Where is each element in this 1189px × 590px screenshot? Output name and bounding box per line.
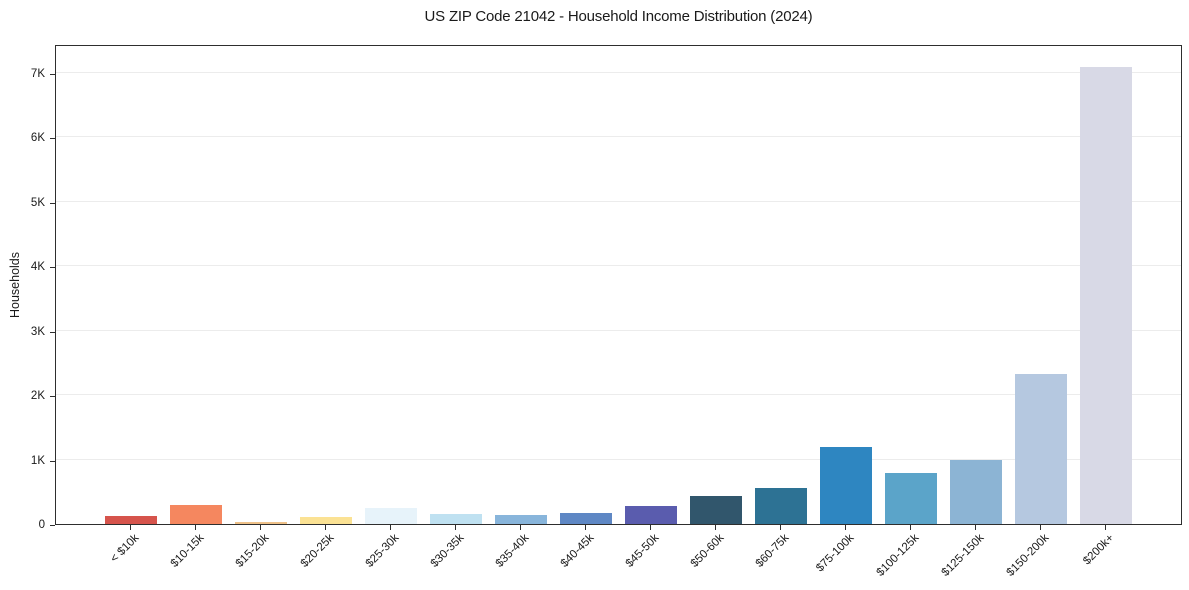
y-tick-label: 0 — [38, 519, 45, 531]
x-tick-mark — [1105, 525, 1106, 530]
x-tick-mark — [390, 525, 391, 530]
y-tick-label: 1K — [30, 454, 45, 467]
x-tick-mark — [260, 525, 261, 530]
x-tick-label: $10-15k — [168, 532, 207, 570]
x-tick-label: < $10k — [108, 532, 142, 566]
y-tick-mark — [50, 202, 55, 204]
y-tick-mark — [50, 138, 55, 140]
bar-75-100k — [820, 446, 872, 524]
x-tick-label: $40-45k — [558, 532, 597, 570]
plot-area — [55, 45, 1182, 525]
x-tick-label: $50-60k — [688, 532, 727, 570]
x-tick-label: $60-75k — [753, 532, 792, 570]
gridline — [56, 329, 1181, 331]
y-tick-mark — [50, 460, 55, 462]
y-tick-label: 5K — [30, 196, 45, 209]
x-tick-mark — [325, 525, 326, 530]
bar-40-45k — [560, 513, 612, 524]
chart-title: US ZIP Code 21042 - Household Income Dis… — [424, 8, 813, 25]
bar-35-40k — [495, 514, 547, 524]
x-tick-mark — [455, 525, 456, 530]
x-tick-mark — [195, 525, 196, 530]
bar-45-50k — [625, 506, 677, 524]
x-tick-mark — [845, 525, 846, 530]
x-tick-label: $125-150k — [939, 532, 987, 579]
gridline — [56, 72, 1181, 73]
gridline — [56, 394, 1181, 396]
gridline — [56, 265, 1181, 267]
x-tick-mark — [130, 525, 131, 530]
x-tick-label: $150-200k — [1004, 532, 1052, 579]
bar-20-25k — [300, 516, 352, 524]
y-tick-mark — [50, 525, 55, 526]
y-tick-mark — [50, 331, 55, 333]
x-tick-label: $100-125k — [874, 532, 922, 579]
y-tick-label: 7K — [30, 67, 45, 80]
y-tick-label: 3K — [30, 325, 45, 338]
bar-10-15k — [170, 504, 222, 524]
bar-60-75k — [755, 487, 807, 524]
x-tick-label: $35-40k — [493, 532, 532, 570]
x-tick-label: $45-50k — [623, 532, 662, 570]
x-tick-mark — [1040, 525, 1041, 530]
bar-10k — [105, 515, 157, 524]
y-tick-label: 6K — [30, 132, 45, 145]
y-tick-label: 4K — [30, 261, 45, 274]
x-tick-mark — [650, 525, 651, 530]
y-tick-mark — [50, 73, 55, 75]
bar-100-125k — [885, 473, 937, 524]
bar-125-150k — [950, 460, 1002, 524]
gridline — [56, 136, 1181, 138]
x-tick-mark — [780, 525, 781, 530]
x-tick-mark — [715, 525, 716, 530]
bar-50-60k — [690, 496, 742, 524]
bar-25-30k — [365, 507, 417, 524]
y-tick-mark — [50, 267, 55, 269]
bar-15-20k — [235, 522, 287, 524]
bar-200k — [1080, 67, 1132, 524]
x-tick-label: $20-25k — [298, 532, 337, 570]
x-tick-mark — [910, 525, 911, 530]
y-tick-label: 2K — [30, 390, 45, 403]
x-tick-label: $15-20k — [233, 532, 272, 570]
x-tick-mark — [520, 525, 521, 530]
x-tick-label: $25-30k — [363, 532, 402, 570]
gridline — [56, 200, 1181, 202]
bar-30-35k — [430, 514, 482, 524]
bar-150-200k — [1015, 373, 1067, 524]
x-tick-label: $200k+ — [1081, 532, 1117, 568]
gridline — [56, 458, 1181, 460]
y-tick-mark — [50, 396, 55, 398]
x-tick-mark — [585, 525, 586, 530]
x-tick-mark — [975, 525, 976, 530]
x-tick-label: $75-100k — [814, 532, 857, 575]
x-tick-label: $30-35k — [428, 532, 467, 570]
